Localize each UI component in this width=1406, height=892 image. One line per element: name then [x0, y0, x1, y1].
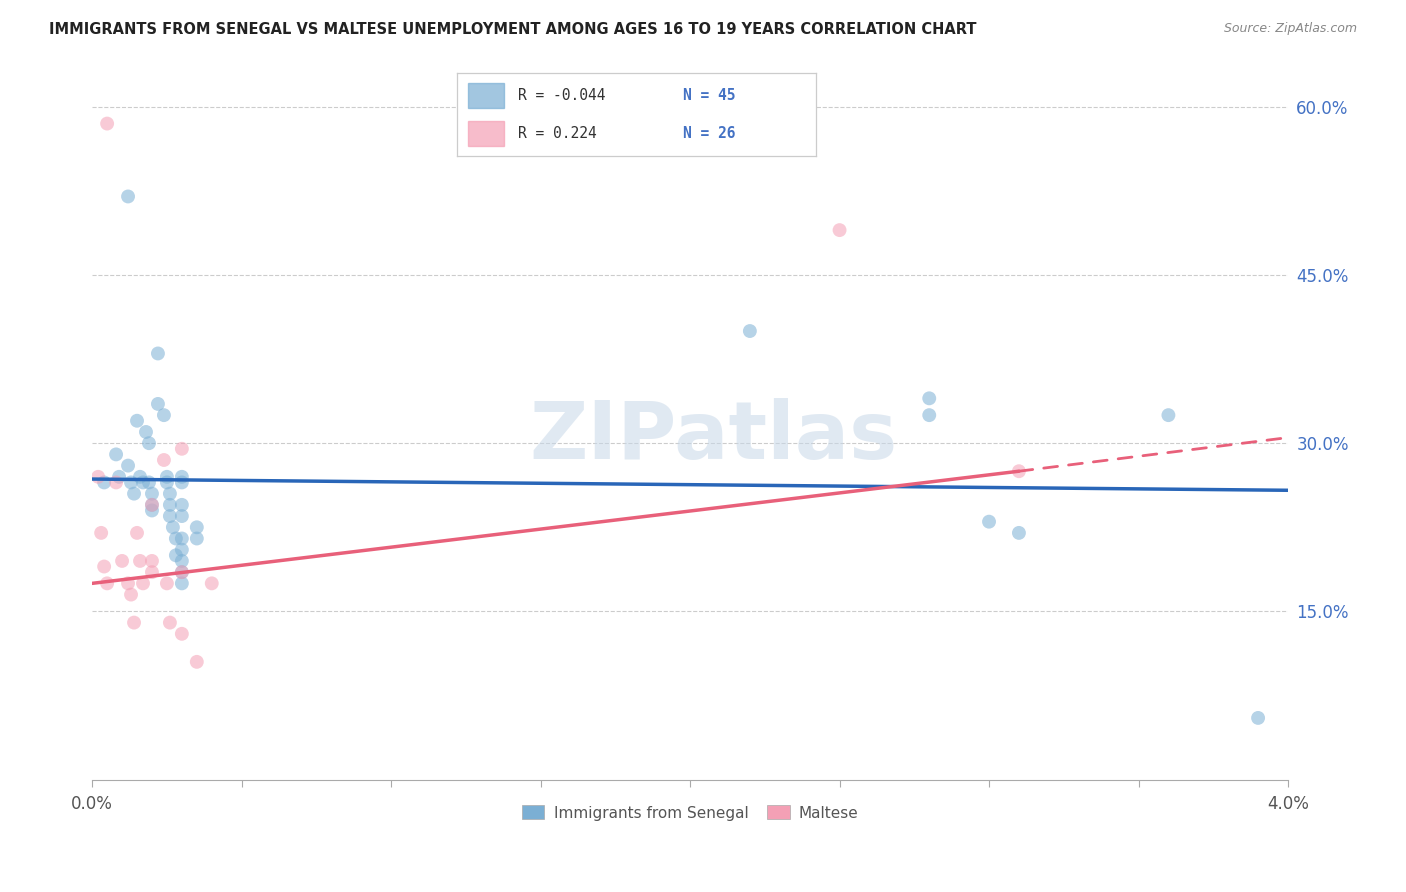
Point [159, 509, 181, 524]
Point [170, 509, 193, 524]
Point [122, 486, 145, 500]
Point [170, 442, 193, 456]
Point [135, 425, 157, 439]
Point [129, 470, 152, 484]
Point [170, 498, 193, 512]
Point [170, 554, 193, 568]
Point [170, 470, 193, 484]
Point [141, 554, 163, 568]
Legend: Immigrants from Senegal, Maltese: Immigrants from Senegal, Maltese [516, 799, 865, 827]
Point [117, 458, 139, 473]
Point [122, 615, 145, 630]
Point [138, 436, 160, 450]
Point [132, 475, 155, 490]
Point [111, 554, 134, 568]
Point [186, 655, 208, 669]
Point [165, 549, 187, 563]
Point [159, 615, 181, 630]
Point [141, 498, 163, 512]
Point [125, 525, 148, 540]
Point [117, 576, 139, 591]
Point [125, 414, 148, 428]
Point [162, 520, 184, 534]
Point [132, 576, 155, 591]
Point [170, 627, 193, 641]
Point [93, 559, 115, 574]
Point [138, 475, 160, 490]
Point [141, 503, 163, 517]
Point [170, 542, 193, 557]
Text: ZIPatlas: ZIPatlas [530, 398, 898, 476]
Point [153, 453, 176, 467]
Point [170, 565, 193, 579]
Point [156, 475, 179, 490]
Point [165, 532, 187, 546]
Point [129, 554, 152, 568]
Point [201, 576, 224, 591]
Point [120, 475, 142, 490]
Point [159, 498, 181, 512]
Point [828, 223, 851, 237]
Point [1008, 525, 1031, 540]
Point [186, 532, 208, 546]
Point [141, 565, 163, 579]
Point [186, 520, 208, 534]
Point [170, 576, 193, 591]
Point [87, 470, 110, 484]
Point [105, 475, 128, 490]
Point [159, 486, 181, 500]
Point [141, 498, 163, 512]
Point [90, 525, 112, 540]
Text: Source: ZipAtlas.com: Source: ZipAtlas.com [1223, 22, 1357, 36]
Point [96, 117, 118, 131]
Point [120, 588, 142, 602]
Point [156, 470, 179, 484]
Point [146, 397, 169, 411]
Point [156, 576, 179, 591]
Point [918, 392, 941, 406]
Point [141, 486, 163, 500]
Text: IMMIGRANTS FROM SENEGAL VS MALTESE UNEMPLOYMENT AMONG AGES 16 TO 19 YEARS CORREL: IMMIGRANTS FROM SENEGAL VS MALTESE UNEMP… [49, 22, 977, 37]
Point [146, 346, 169, 360]
Point [977, 515, 1000, 529]
Point [170, 565, 193, 579]
Point [1157, 408, 1180, 422]
Point [170, 475, 193, 490]
Point [1247, 711, 1270, 725]
Point [108, 470, 131, 484]
Point [1008, 464, 1031, 478]
Point [117, 189, 139, 203]
Point [153, 408, 176, 422]
Point [738, 324, 761, 338]
Point [96, 576, 118, 591]
Point [105, 447, 128, 461]
Point [93, 475, 115, 490]
Point [170, 532, 193, 546]
Point [918, 408, 941, 422]
